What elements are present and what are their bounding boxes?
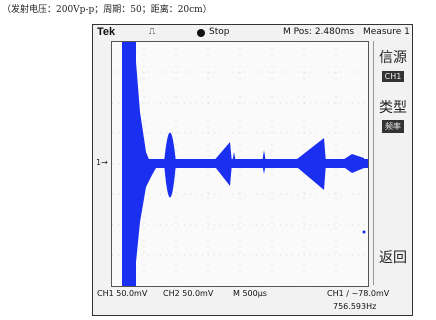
horizontal-position: M Pos: 2.480ms	[283, 27, 355, 37]
back-button[interactable]: 返回	[379, 250, 407, 266]
ch1-scale: CH1 50.0mV	[97, 289, 148, 298]
waveform-screen	[111, 41, 369, 287]
type-label: 类型	[379, 100, 407, 116]
acquisition-status-icon	[197, 29, 205, 37]
brand-logo: Tek	[97, 26, 116, 38]
frequency-readout: 756.593Hz	[333, 302, 377, 311]
figure-caption: （发射电压：200Vp-p；周期：50；距离：20cm）	[2, 5, 212, 15]
trigger-level: CH1 ∕ −78.0mV	[327, 289, 390, 298]
trigger-type-icon: ⎍	[149, 27, 156, 37]
waveform-plot	[112, 42, 368, 286]
oscilloscope-display: Tek ⎍ Stop M Pos: 2.480ms Measure 1	[92, 24, 413, 316]
ch1-trace	[122, 42, 368, 286]
source-label: 信源	[379, 50, 407, 66]
ch2-scale: CH2 50.0mV	[163, 289, 214, 298]
measure-menu: 信源 CH1 类型 频率 返回	[373, 41, 412, 285]
source-option[interactable]: 信源 CH1	[376, 47, 410, 83]
type-value: 频率	[382, 120, 404, 133]
timebase: M 500μs	[233, 289, 267, 298]
channel1-ground-marker: 1→	[96, 158, 108, 167]
status-bar: Tek ⎍ Stop M Pos: 2.480ms Measure 1	[93, 25, 412, 41]
source-value: CH1	[381, 71, 405, 82]
acquisition-status: Stop	[209, 27, 230, 37]
readout-bar: CH1 50.0mV CH2 50.0mV M 500μs CH1 ∕ −78.…	[93, 287, 412, 315]
type-option[interactable]: 类型 频率	[376, 97, 410, 133]
menu-title: Measure 1	[363, 27, 410, 37]
